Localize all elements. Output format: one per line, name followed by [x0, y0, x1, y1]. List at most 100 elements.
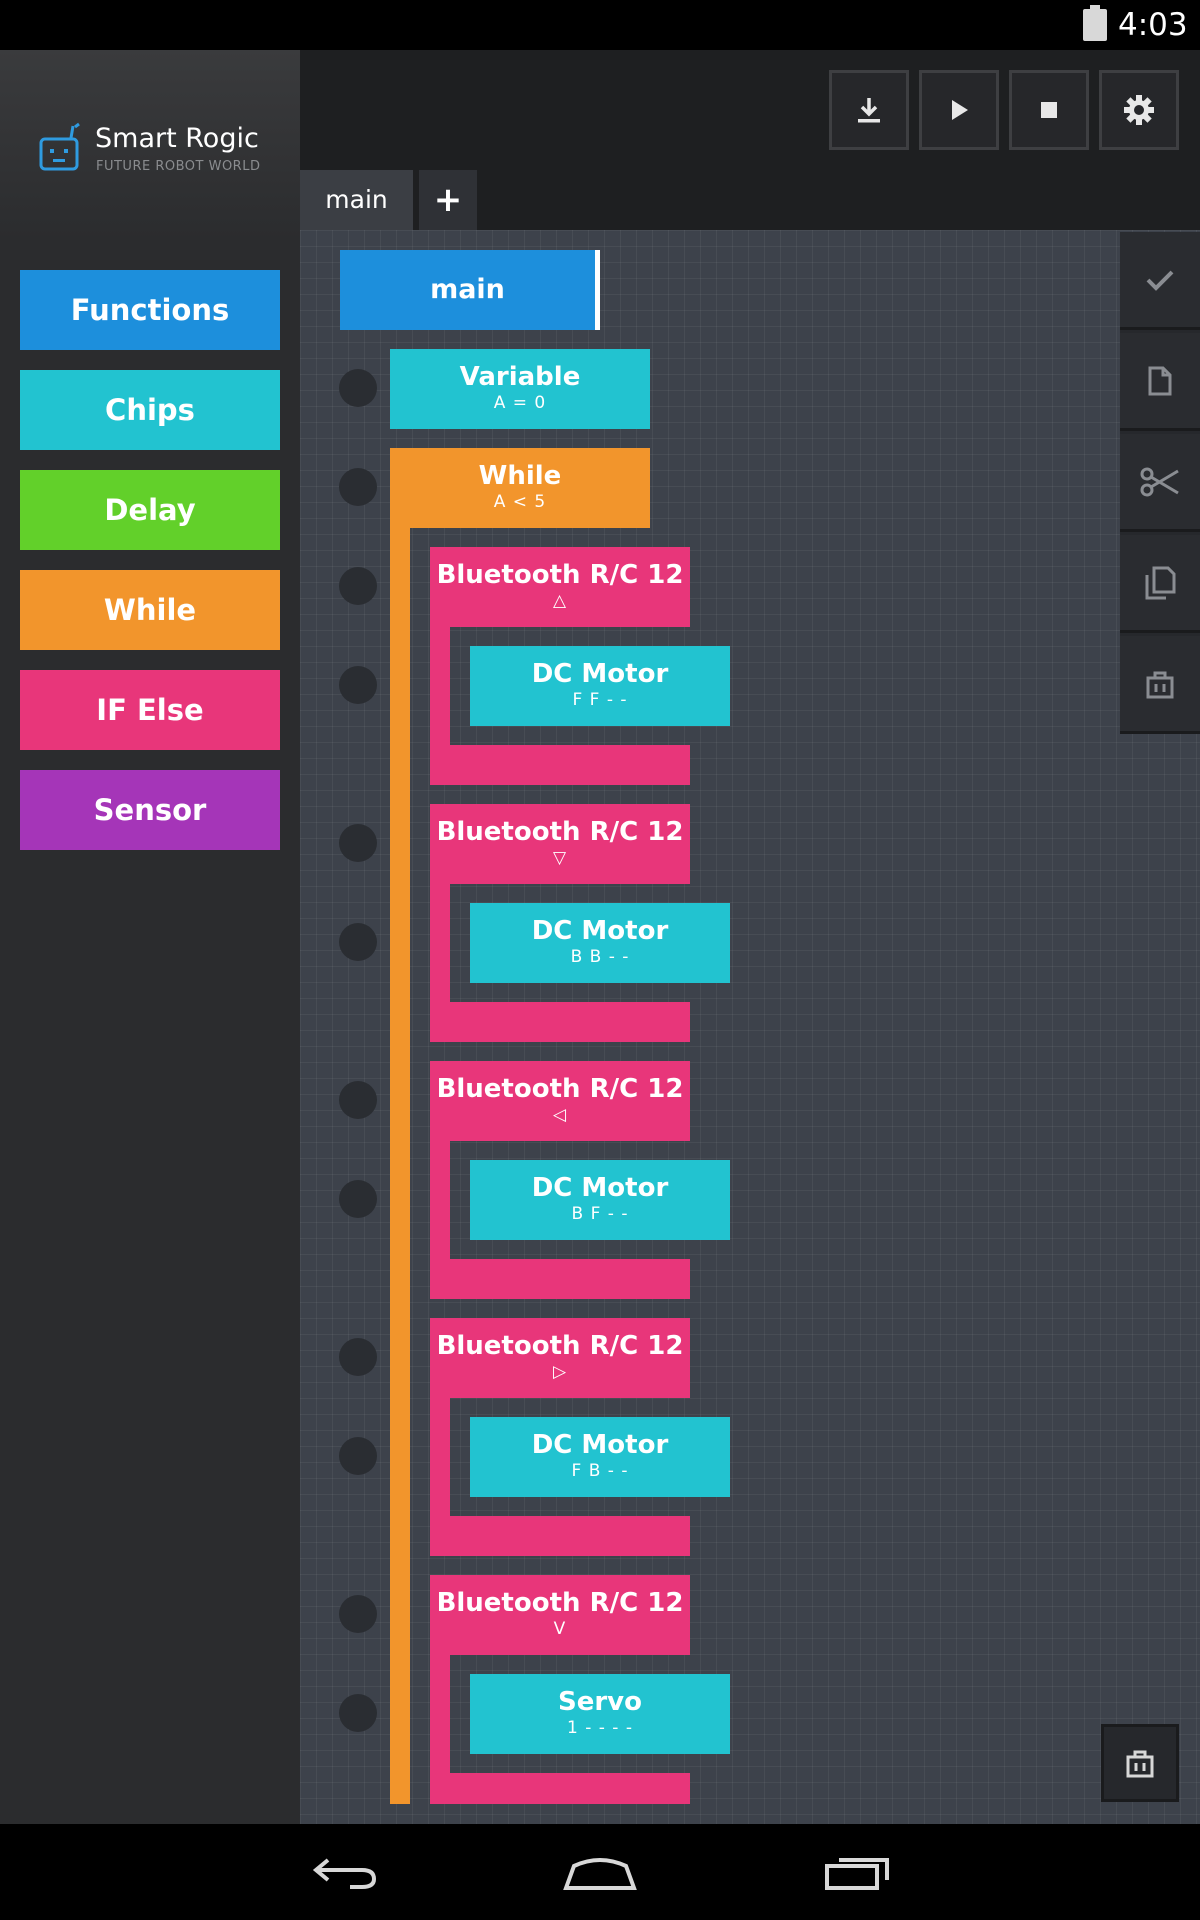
robot-logo-icon [38, 122, 82, 174]
block-param: △ [552, 591, 568, 611]
dc-motor-block[interactable]: DC Motor B B - - [470, 903, 730, 983]
home-button[interactable] [555, 1840, 645, 1904]
palette-chips-button[interactable]: Chips [20, 370, 280, 450]
block-param: ▽ [552, 848, 568, 868]
block-param: ◁ [552, 1105, 568, 1125]
block-title: Variable [459, 362, 581, 392]
breakpoint-dot[interactable] [339, 1694, 377, 1732]
breakpoint-dot[interactable] [339, 1595, 377, 1633]
trash-icon [1146, 671, 1174, 698]
document-icon [1148, 366, 1172, 395]
app-title: Smart Rogic [95, 123, 259, 154]
bluetooth-body-rail [430, 627, 450, 745]
delete-button[interactable] [1120, 636, 1200, 734]
bluetooth-rc-block[interactable]: Bluetooth R/C 12 ◁ [430, 1061, 690, 1141]
while-block[interactable]: While A < 5 [390, 448, 650, 528]
palette-sensor-button[interactable]: Sensor [20, 770, 280, 850]
stop-icon [1041, 102, 1057, 118]
block-param: 1 - - - - [567, 1718, 633, 1738]
copy-button[interactable] [1120, 535, 1200, 633]
while-body-rail [390, 528, 410, 1804]
back-button[interactable] [300, 1840, 390, 1904]
status-time: 4:03 [1118, 7, 1188, 43]
navigation-bar [0, 1824, 1200, 1920]
breakpoint-dot[interactable] [339, 369, 377, 407]
download-icon [858, 98, 880, 123]
block-title: DC Motor [531, 659, 669, 689]
block-param: F B - - [571, 1461, 629, 1481]
palette-functions-button[interactable]: Functions [20, 270, 280, 350]
block-param: B F - - [571, 1204, 629, 1224]
breakpoint-dot[interactable] [339, 1437, 377, 1475]
palette-delay-button[interactable]: Delay [20, 470, 280, 550]
bluetooth-body-rail [430, 1398, 450, 1516]
servo-block[interactable]: Servo 1 - - - - [470, 1674, 730, 1754]
palette-while-button[interactable]: While [20, 570, 280, 650]
dc-motor-block[interactable]: DC Motor F B - - [470, 1417, 730, 1497]
confirm-button[interactable] [1120, 232, 1200, 330]
block-title: Servo [558, 1687, 642, 1717]
breakpoint-dot[interactable] [339, 1338, 377, 1376]
block-param: B B - - [570, 947, 630, 967]
bluetooth-rc-block[interactable]: Bluetooth R/C 12 V [430, 1575, 690, 1655]
bluetooth-body-rail [430, 1655, 450, 1773]
gear-icon [1124, 95, 1154, 125]
block-title: Bluetooth R/C 12 [436, 560, 684, 590]
dc-motor-block[interactable]: DC Motor B F - - [470, 1160, 730, 1240]
breakpoint-dot[interactable] [339, 567, 377, 605]
block-title: While [478, 461, 562, 491]
bluetooth-rc-block[interactable]: Bluetooth R/C 12 ▽ [430, 804, 690, 884]
block-title: Bluetooth R/C 12 [436, 817, 684, 847]
block-param: A = 0 [493, 393, 547, 413]
bluetooth-footer [430, 1516, 690, 1556]
tab-main[interactable]: main [300, 170, 413, 230]
trash-drop-button[interactable] [1101, 1724, 1179, 1802]
block-title: DC Motor [531, 916, 669, 946]
recents-button[interactable] [813, 1840, 903, 1904]
breakpoint-dot[interactable] [339, 824, 377, 862]
bluetooth-footer [430, 1002, 690, 1042]
check-icon [1146, 270, 1174, 291]
bluetooth-footer [430, 745, 690, 785]
block-title: Bluetooth R/C 12 [436, 1588, 684, 1618]
block-param: V [553, 1619, 567, 1639]
status-bar [0, 0, 1200, 50]
breakpoint-dot[interactable] [339, 1180, 377, 1218]
new-document-button[interactable] [1120, 333, 1200, 431]
variable-block[interactable]: Variable A = 0 [390, 349, 650, 429]
block-param: ▷ [552, 1362, 568, 1382]
breakpoint-dot[interactable] [339, 1081, 377, 1119]
trash-icon [1126, 1750, 1154, 1778]
bluetooth-footer [430, 1259, 690, 1299]
bluetooth-rc-block[interactable]: Bluetooth R/C 12 ▷ [430, 1318, 690, 1398]
back-icon [312, 1858, 377, 1889]
block-title: Bluetooth R/C 12 [436, 1074, 684, 1104]
logo-area [0, 50, 300, 240]
copy-icon [1145, 566, 1176, 599]
scissors-icon [1140, 467, 1179, 496]
palette-ifelse-button[interactable]: IF Else [20, 670, 280, 750]
dc-motor-block[interactable]: DC Motor F F - - [470, 646, 730, 726]
settings-button[interactable] [1099, 70, 1179, 150]
main-function-block[interactable]: main [340, 250, 600, 330]
block-title: Bluetooth R/C 12 [436, 1331, 684, 1361]
bluetooth-body-rail [430, 884, 450, 1002]
app-subtitle: FUTURE ROBOT WORLD [96, 159, 261, 174]
block-param: A < 5 [493, 492, 547, 512]
recents-icon [825, 1858, 889, 1890]
play-button[interactable] [919, 70, 999, 150]
breakpoint-dot[interactable] [339, 923, 377, 961]
stop-button[interactable] [1009, 70, 1089, 150]
block-title: DC Motor [531, 1430, 669, 1460]
cut-button[interactable] [1120, 434, 1200, 532]
breakpoint-dot[interactable] [339, 468, 377, 506]
download-button[interactable] [829, 70, 909, 150]
home-icon [563, 1858, 637, 1890]
block-param: F F - - [572, 690, 628, 710]
block-title: DC Motor [531, 1173, 669, 1203]
bluetooth-rc-block[interactable]: Bluetooth R/C 12 △ [430, 547, 690, 627]
breakpoint-dot[interactable] [339, 666, 377, 704]
battery-icon [1083, 5, 1107, 41]
bluetooth-body-rail [430, 1141, 450, 1259]
add-tab-button[interactable]: + [419, 170, 477, 230]
